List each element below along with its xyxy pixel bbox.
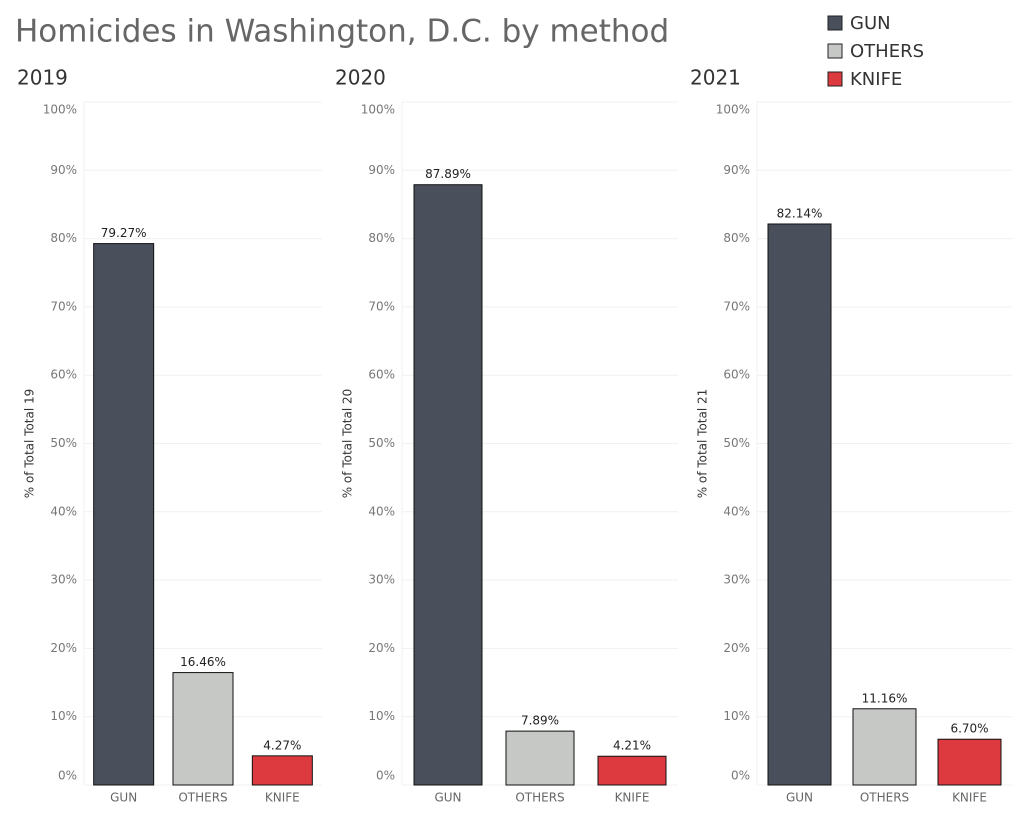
y-tick-label: 10% [368,709,395,723]
x-tick-label: OTHERS [178,791,227,805]
x-tick-label: GUN [434,791,461,805]
y-tick-label: 0% [731,769,750,783]
y-tick-label: 40% [723,504,750,518]
value-label: 79.27% [101,226,147,240]
value-label: 4.21% [613,739,651,753]
y-axis-label: % of Total Total 20 [341,389,355,499]
bar [767,223,832,786]
bar [505,730,575,786]
legend-swatch [827,43,843,59]
panel-title: 2021 [690,66,741,90]
value-label: 6.70% [950,722,988,736]
y-axis-label: % of Total Total 21 [696,389,710,499]
bar [852,708,917,786]
legend-swatch [827,71,843,87]
bar [93,243,155,786]
y-tick-label: 80% [368,231,395,245]
y-tick-label: 90% [50,163,77,177]
y-tick-label: 10% [723,709,750,723]
y-tick-label: 60% [50,368,77,382]
y-tick-label: 100% [361,103,395,117]
value-label: 16.46% [180,655,226,669]
y-tick-label: 0% [376,769,395,783]
bar [172,672,234,786]
legend-swatch [827,15,843,31]
y-tick-label: 40% [368,504,395,518]
legend-label: OTHERS [850,41,924,62]
x-tick-label: GUN [110,791,137,805]
y-tick-label: 60% [723,368,750,382]
y-tick-label: 30% [723,573,750,587]
panel-title: 2020 [335,66,386,90]
value-label: 11.16% [862,691,908,705]
y-tick-label: 60% [368,368,395,382]
x-tick-label: OTHERS [515,791,564,805]
value-label: 82.14% [777,206,823,220]
x-tick-label: KNIFE [952,791,987,805]
panel-title: 2019 [17,66,68,90]
y-tick-label: 20% [50,641,77,655]
bar [937,738,1002,786]
bar [597,755,667,786]
value-label: 87.89% [425,167,471,181]
y-axis-label: % of Total Total 19 [23,389,37,499]
x-tick-label: GUN [786,791,813,805]
y-tick-label: 30% [368,573,395,587]
y-tick-label: 80% [723,231,750,245]
y-tick-label: 90% [723,163,750,177]
y-tick-label: 70% [723,299,750,313]
y-tick-label: 80% [50,231,77,245]
y-tick-label: 70% [368,299,395,313]
y-tick-label: 100% [716,103,750,117]
y-tick-label: 70% [50,299,77,313]
x-tick-label: OTHERS [860,791,909,805]
y-tick-label: 0% [58,769,77,783]
value-label: 7.89% [521,714,559,728]
y-tick-label: 50% [50,436,77,450]
y-tick-label: 50% [723,436,750,450]
y-tick-label: 100% [43,103,77,117]
x-tick-label: KNIFE [265,791,300,805]
y-tick-label: 50% [368,436,395,450]
y-tick-label: 10% [50,709,77,723]
y-tick-label: 30% [50,573,77,587]
legend-label: KNIFE [850,69,902,90]
legend-label: GUN [850,13,891,34]
y-tick-label: 20% [723,641,750,655]
bar [251,755,313,786]
y-tick-label: 90% [368,163,395,177]
value-label: 4.27% [263,738,301,752]
x-tick-label: KNIFE [615,791,650,805]
page-title: Homicides in Washington, D.C. by method [15,14,669,50]
y-tick-label: 20% [368,641,395,655]
bar [413,184,483,786]
y-tick-label: 40% [50,504,77,518]
